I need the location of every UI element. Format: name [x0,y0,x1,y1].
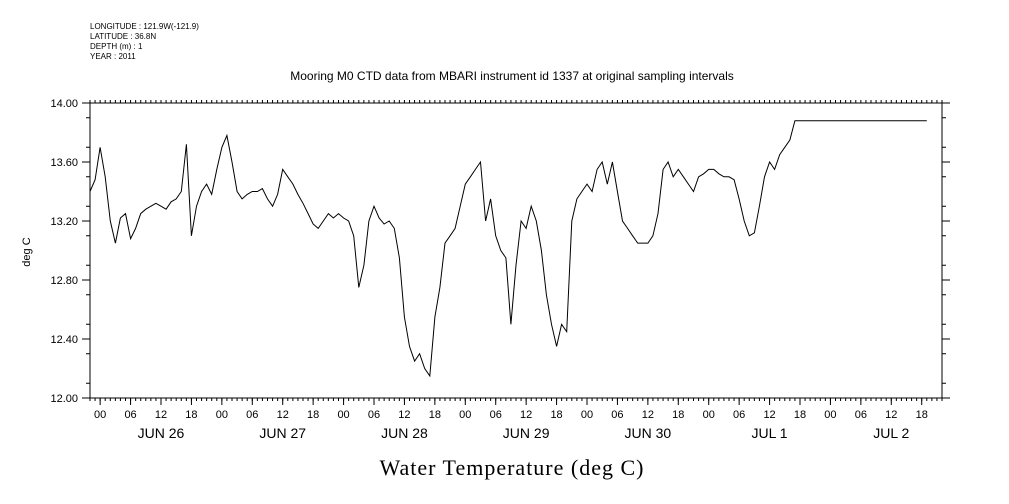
day-label: JUN 29 [503,425,550,441]
hour-tick-label: 12 [277,409,289,421]
y-tick-label: 12.80 [50,275,78,287]
hour-tick-label: 12 [885,409,897,421]
day-label: JUN 28 [381,425,428,441]
latitude-text: LATITUDE : 36.8N [90,32,157,41]
year-text: YEAR : 2011 [90,52,136,61]
metadata-block: LONGITUDE : 121.9W(-121.9) LATITUDE : 36… [90,22,199,62]
hour-tick-label: 00 [94,409,106,421]
hour-tick-label: 00 [581,409,593,421]
hour-tick-label: 06 [611,409,623,421]
day-label: JUN 30 [625,425,672,441]
y-tick-label: 13.60 [50,157,78,169]
plot-area: 12.00 12.40 12.80 13.20 13.60 14.00 00 06 12 18 00… [50,98,950,441]
day-label: JUN 26 [138,425,185,441]
depth-text: DEPTH (m) : 1 [90,42,143,51]
series-line [89,120,927,378]
y-tick-label: 13.20 [50,216,78,228]
day-label: JUN 27 [259,425,306,441]
hour-tick-label: 18 [672,409,684,421]
x-axis-label: Water Temperature (deg C) [379,455,644,480]
day-label: JUL 2 [873,425,909,441]
hour-tick-label: 18 [307,409,319,421]
y-tick-label: 14.00 [50,98,78,110]
plot-frame [89,102,943,399]
y-tick-label: 12.00 [50,393,78,405]
hour-tick-label: 00 [459,409,471,421]
hour-tick-label: 18 [550,409,562,421]
hour-tick-label: 06 [490,409,502,421]
y-axis-label: deg C [21,237,33,266]
hour-tick-label: 00 [703,409,715,421]
hour-tick-label: 18 [185,409,197,421]
hour-tick-label: 12 [642,409,654,421]
hour-tick-label: 00 [216,409,228,421]
hour-tick-label: 18 [916,409,928,421]
hour-tick-label: 06 [246,409,258,421]
hour-tick-label: 12 [155,409,167,421]
hour-tick-label: 18 [429,409,441,421]
hour-tick-label: 12 [763,409,775,421]
hour-tick-label: 00 [824,409,836,421]
hour-tick-label: 18 [794,409,806,421]
hour-tick-label: 06 [733,409,745,421]
hour-tick-label: 12 [520,409,532,421]
hour-tick-label: 12 [398,409,410,421]
hour-tick-label: 00 [337,409,349,421]
hour-tick-label: 06 [855,409,867,421]
day-label: JUL 1 [752,425,788,441]
chart-title: Mooring M0 CTD data from MBARI instrumen… [290,69,734,83]
hour-tick-label: 06 [368,409,380,421]
y-tick-label: 12.40 [50,334,78,346]
longitude-text: LONGITUDE : 121.9W(-121.9) [90,22,199,31]
hour-tick-label: 06 [124,409,136,421]
